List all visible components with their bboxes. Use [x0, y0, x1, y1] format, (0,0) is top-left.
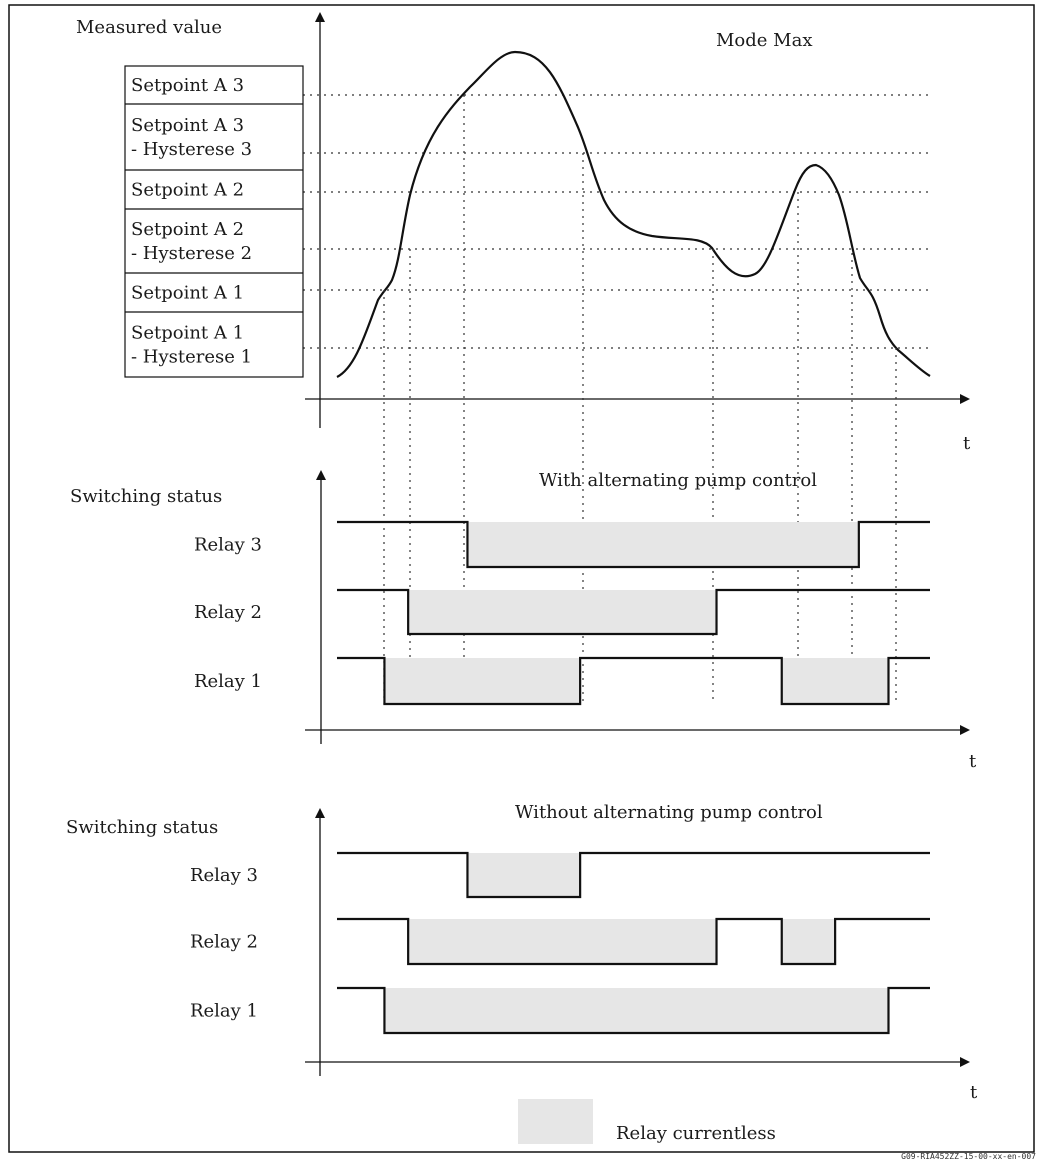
setpoint-table: Setpoint A 3 Setpoint A 3 - Hysterese 3 Set…: [124, 65, 304, 378]
relay-label: Relay 2: [194, 602, 262, 623]
relay-label: Relay 3: [190, 865, 258, 886]
without-alternating-chart: Without alternating pump control Switchi…: [66, 802, 978, 1103]
setpoint-label: - Hysterese 3: [131, 139, 252, 160]
legend-swatch: [518, 1099, 593, 1144]
relay-signal: [337, 917, 930, 966]
setpoint-label: Setpoint A 1: [131, 283, 244, 304]
setpoint-label: Setpoint A 3: [131, 115, 244, 136]
legend: Relay currentless: [518, 1099, 776, 1144]
t-axis-label: t: [963, 433, 971, 454]
currentless-region: [384, 988, 889, 1033]
relay-label: Relay 1: [190, 1001, 258, 1022]
with-alternating-chart: With alternating pump control Switching …: [70, 470, 977, 772]
setpoint-label: - Hysterese 1: [131, 347, 252, 368]
measured-value-curve: [336, 50, 931, 378]
relay-traces: Relay 3 Relay 2 Relay 1: [194, 520, 930, 706]
relay-trace-3: Relay 3: [190, 851, 930, 899]
relay-label: Relay 3: [194, 535, 262, 556]
legend-label: Relay currentless: [616, 1123, 776, 1144]
currentless-region: [781, 919, 836, 964]
measured-value-chart: Measured value Mode Max t Setpoint A 3Se…: [76, 12, 971, 454]
t-axis-label: t: [970, 1082, 978, 1103]
relay-signal: [337, 520, 930, 569]
setpoint-label: - Hysterese 2: [131, 243, 252, 264]
setpoint-table-border: [124, 65, 304, 378]
relay-trace-1: Relay 1: [190, 986, 930, 1035]
relay-label: Relay 2: [190, 932, 258, 953]
currentless-region: [408, 919, 717, 964]
figure-id: G09-RIA452ZZ-15-00-xx-en-007: [901, 1152, 1036, 1161]
currentless-region: [781, 658, 889, 704]
currentless-region: [467, 522, 859, 567]
relay-trace-2: Relay 2: [190, 917, 930, 966]
relay-trace-2: Relay 2: [194, 588, 930, 636]
relay-trace-3: Relay 3: [194, 520, 930, 569]
y-axis-label: Switching status: [70, 486, 222, 507]
relay-signal: [337, 986, 930, 1035]
setpoint-level-lines: [303, 94, 928, 349]
setpoint-label: Setpoint A 2: [131, 219, 244, 240]
currentless-region: [467, 853, 581, 897]
t-axis-label: t: [969, 751, 977, 772]
relay-signal: [337, 588, 930, 636]
relay-label: Relay 1: [194, 671, 262, 692]
currentless-region: [384, 658, 581, 704]
setpoint-label: Setpoint A 3: [131, 75, 244, 96]
mode-label: Mode Max: [716, 30, 812, 51]
relay-signal: [337, 656, 930, 706]
chart-title: Without alternating pump control: [515, 802, 823, 823]
currentless-region: [408, 590, 717, 634]
relay-signal: [337, 851, 930, 899]
y-axis-label: Measured value: [76, 17, 222, 38]
y-axis-label: Switching status: [66, 817, 218, 838]
chart-title: With alternating pump control: [539, 470, 817, 491]
figure-frame: [8, 4, 1035, 1153]
setpoint-label: Setpoint A 2: [131, 180, 244, 201]
relay-traces: Relay 3 Relay 2 Relay 1: [190, 851, 930, 1035]
setpoint-label: Setpoint A 1: [131, 323, 244, 344]
relay-trace-1: Relay 1: [194, 656, 930, 706]
